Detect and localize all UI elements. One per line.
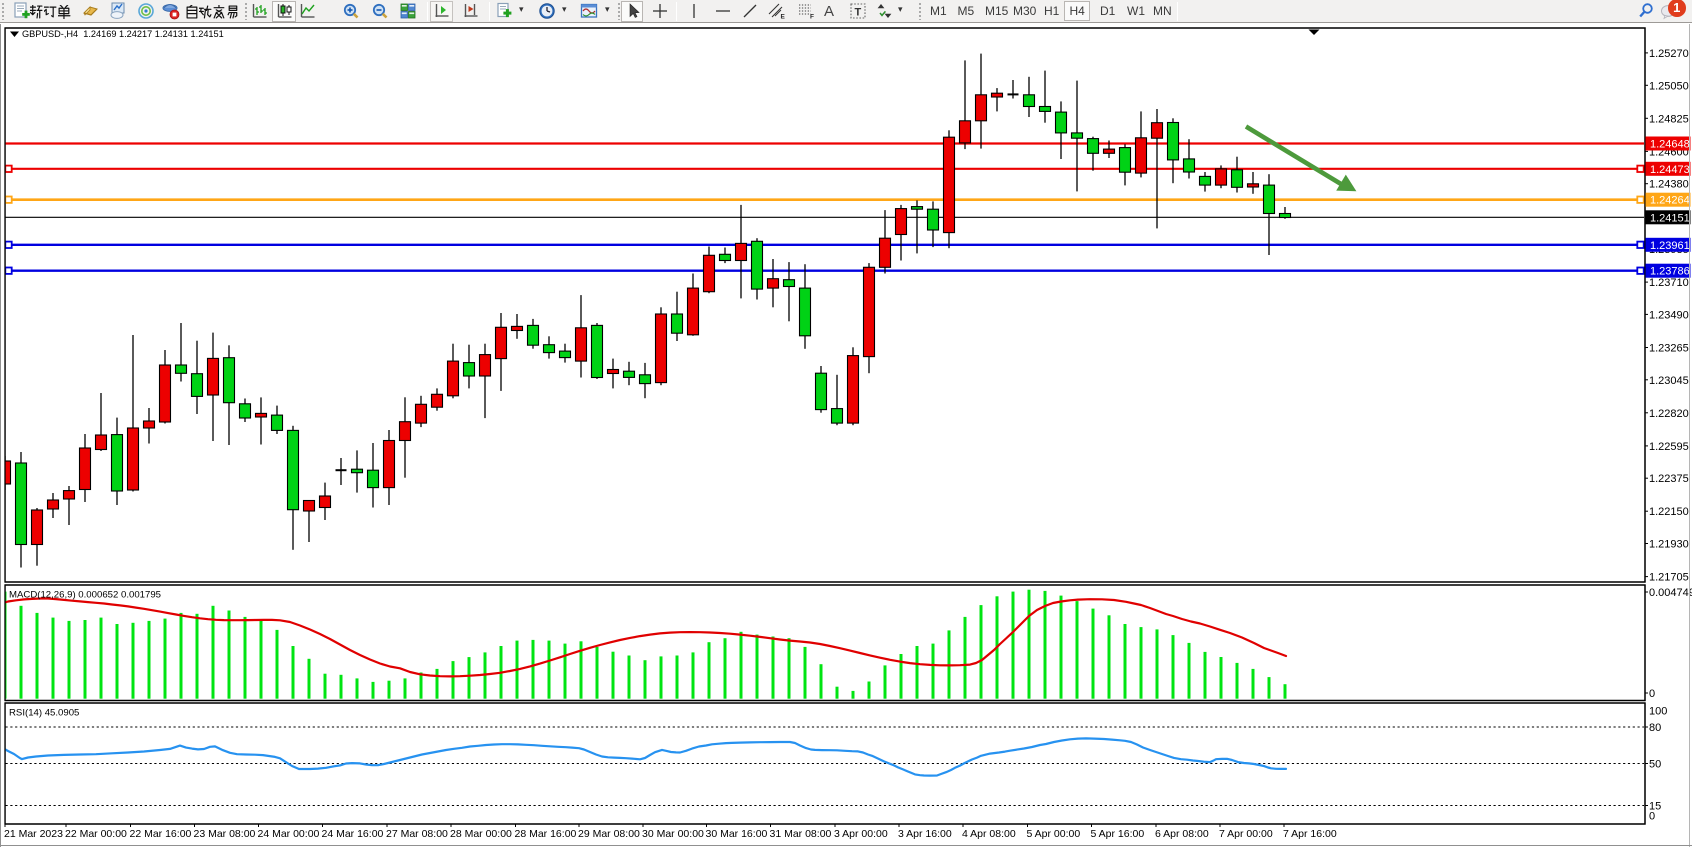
svg-text:1.22595: 1.22595 <box>1649 441 1689 453</box>
svg-text:1.22150: 1.22150 <box>1649 506 1689 518</box>
svg-text:5 Apr 16:00: 5 Apr 16:00 <box>1091 828 1145 840</box>
svg-text:E: E <box>781 14 786 21</box>
svg-text:GBPUSD-,H4 1.24169 1.24217 1.: GBPUSD-,H4 1.24169 1.24217 1.24131 1.241… <box>22 29 224 39</box>
svg-text:0: 0 <box>1649 811 1655 823</box>
svg-text:1.25050: 1.25050 <box>1649 80 1689 92</box>
svg-text:24 Mar 16:00: 24 Mar 16:00 <box>322 828 384 840</box>
svg-text:1.22820: 1.22820 <box>1649 408 1689 420</box>
svg-text:22 Mar 00:00: 22 Mar 00:00 <box>65 828 127 840</box>
svg-text:30 Mar 00:00: 30 Mar 00:00 <box>642 828 704 840</box>
svg-text:1.23710: 1.23710 <box>1649 277 1689 289</box>
svg-text:28 Mar 00:00: 28 Mar 00:00 <box>450 828 512 840</box>
svg-text:1.23961: 1.23961 <box>1650 240 1690 252</box>
svg-text:1.21705: 1.21705 <box>1649 572 1689 584</box>
svg-text:1.24264: 1.24264 <box>1650 195 1690 207</box>
svg-text:F: F <box>810 14 814 21</box>
svg-text:1.23045: 1.23045 <box>1649 375 1689 387</box>
svg-text:1.21930: 1.21930 <box>1649 539 1689 551</box>
svg-text:1.24825: 1.24825 <box>1649 113 1689 125</box>
svg-text:1.23490: 1.23490 <box>1649 309 1689 321</box>
svg-text:7 Apr 16:00: 7 Apr 16:00 <box>1283 828 1337 840</box>
svg-text:3 Apr 00:00: 3 Apr 00:00 <box>834 828 888 840</box>
svg-text:7 Apr 00:00: 7 Apr 00:00 <box>1219 828 1273 840</box>
svg-text:RSI(14) 45.0905: RSI(14) 45.0905 <box>9 708 79 719</box>
svg-text:1.23786: 1.23786 <box>1650 266 1690 278</box>
svg-text:1.24380: 1.24380 <box>1649 179 1689 191</box>
svg-text:1.22375: 1.22375 <box>1649 473 1689 485</box>
svg-text:1.24151: 1.24151 <box>1650 212 1690 224</box>
svg-text:1.24473: 1.24473 <box>1650 164 1690 176</box>
svg-text:50: 50 <box>1649 759 1661 771</box>
svg-text:MACD(12,26,9) 0.000652 0.00179: MACD(12,26,9) 0.000652 0.001795 <box>9 590 161 601</box>
svg-text:29 Mar 08:00: 29 Mar 08:00 <box>578 828 640 840</box>
svg-text:28 Mar 16:00: 28 Mar 16:00 <box>515 828 577 840</box>
svg-text:31 Mar 08:00: 31 Mar 08:00 <box>770 828 832 840</box>
svg-text:15: 15 <box>1649 801 1661 813</box>
svg-text:24 Mar 00:00: 24 Mar 00:00 <box>258 828 320 840</box>
svg-text:T: T <box>855 7 862 19</box>
svg-text:100: 100 <box>1649 706 1667 718</box>
svg-text:6 Apr 08:00: 6 Apr 08:00 <box>1155 828 1209 840</box>
svg-text:1.25270: 1.25270 <box>1649 48 1689 60</box>
svg-text:5 Apr 00:00: 5 Apr 00:00 <box>1027 828 1081 840</box>
svg-text:3 Apr 16:00: 3 Apr 16:00 <box>898 828 952 840</box>
svg-text:80: 80 <box>1649 722 1661 734</box>
svg-text:30 Mar 16:00: 30 Mar 16:00 <box>706 828 768 840</box>
svg-text:1.23265: 1.23265 <box>1649 343 1689 355</box>
svg-text:21 Mar 2023: 21 Mar 2023 <box>4 828 63 840</box>
svg-text:0: 0 <box>1649 688 1655 700</box>
svg-text:27 Mar 08:00: 27 Mar 08:00 <box>386 828 448 840</box>
svg-text:23 Mar 08:00: 23 Mar 08:00 <box>194 828 256 840</box>
svg-text:22 Mar 16:00: 22 Mar 16:00 <box>130 828 192 840</box>
svg-text:4 Apr 08:00: 4 Apr 08:00 <box>962 828 1016 840</box>
svg-text:0.004749: 0.004749 <box>1649 587 1692 599</box>
svg-text:1.24648: 1.24648 <box>1650 139 1690 151</box>
